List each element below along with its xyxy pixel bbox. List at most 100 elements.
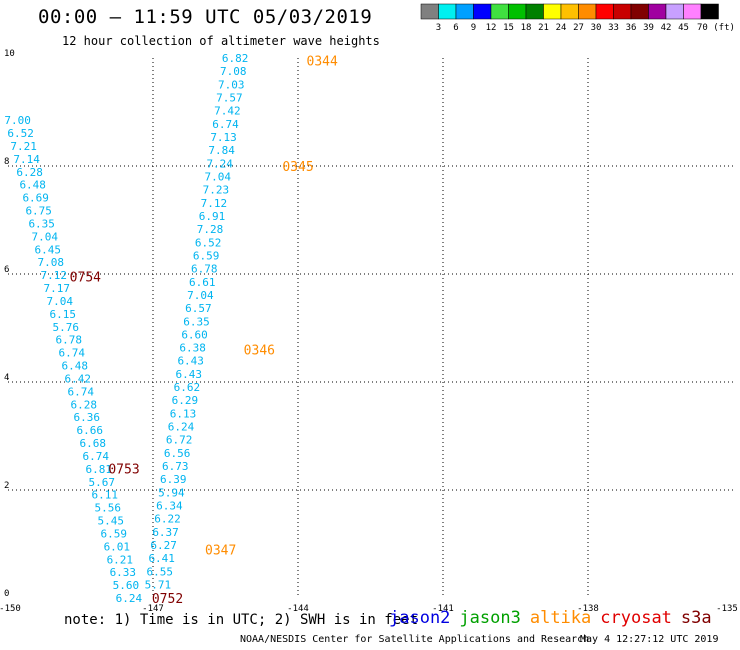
color-scale-label: 30	[591, 23, 602, 33]
y-tick-label: 10	[4, 49, 15, 59]
swh-value-label: 6.29	[172, 394, 199, 407]
color-scale-swatch	[578, 3, 597, 20]
swh-value-label: 7.04	[46, 295, 73, 308]
swh-value-label: 6.73	[162, 460, 189, 473]
swh-value-label: 6.78	[191, 263, 218, 276]
swh-value-label: 6.38	[179, 342, 206, 355]
legend-jason3: jason3	[459, 608, 521, 628]
swh-value-label: 6.52	[7, 127, 34, 140]
generated-timestamp: May 4 12:27:12 UTC 2019	[580, 634, 719, 645]
swh-value-label: 6.24	[168, 421, 195, 434]
color-scale-bar: 3 6 9 12 15 18 21 24 27 30 33 36 39 42 45 70 (ft)	[420, 3, 735, 33]
color-scale-label: 24	[556, 23, 567, 33]
swh-value-label: 6.78	[55, 334, 82, 347]
swh-value-label: 6.57	[185, 302, 212, 315]
swh-value-label: 5.67	[89, 476, 116, 489]
swh-value-label: 6.41	[148, 552, 175, 565]
swh-value-label: 6.33	[110, 566, 137, 579]
color-scale-swatch	[490, 3, 509, 20]
swh-value-label: 6.13	[170, 407, 197, 420]
color-scale-swatch	[420, 3, 439, 20]
swh-value-label: 6.22	[154, 513, 181, 526]
swh-value-label: 6.60	[181, 328, 208, 341]
swh-value-label: 6.28	[71, 398, 98, 411]
swh-value-label: 6.61	[189, 276, 216, 289]
swh-value-label: 7.13	[210, 131, 237, 144]
satellite-legend: jason2 jason3 altika cryosat s3a	[389, 608, 721, 628]
time-label: 0346	[244, 344, 275, 359]
swh-value-label: 6.56	[164, 447, 191, 460]
swh-value-label: 6.74	[68, 385, 95, 398]
swh-value-label: 5.45	[98, 515, 125, 528]
x-tick-label: -135	[716, 604, 738, 614]
color-scale-label: 70 (ft)	[697, 23, 735, 33]
color-scale-swatch	[560, 3, 579, 20]
y-tick-label: 0	[4, 589, 9, 599]
color-scale-swatch	[543, 3, 562, 20]
swh-value-label: 6.45	[34, 243, 61, 256]
color-scale-label: 21	[538, 23, 549, 33]
swh-value-label: 7.00	[4, 114, 31, 127]
legend-cryosat: cryosat	[600, 608, 672, 628]
swh-value-label: 6.48	[62, 360, 89, 373]
swh-value-label: 5.56	[95, 502, 122, 515]
y-tick-label: 4	[4, 373, 9, 383]
credit-text: NOAA/NESDIS Center for Satellite Applica…	[240, 634, 590, 645]
time-label: 0344	[307, 55, 338, 70]
color-scale-label: 27	[573, 23, 584, 33]
units-note: note: 1) Time is in UTC; 2) SWH is in fe…	[64, 612, 419, 628]
color-scale-swatch	[438, 3, 457, 20]
swh-value-label: 6.48	[19, 179, 46, 192]
swh-value-label: 6.82	[222, 52, 249, 65]
color-scale-swatch	[700, 3, 719, 20]
chart-subtitle: 12 hour collection of altimeter wave hei…	[62, 34, 380, 48]
color-scale-swatch	[648, 3, 667, 20]
color-scale-label: 33	[608, 23, 619, 33]
color-scale-label: 42	[661, 23, 672, 33]
swh-value-label: 7.04	[205, 170, 232, 183]
swh-value-label: 7.04	[187, 289, 214, 302]
swh-value-label: 5.94	[158, 486, 185, 499]
swh-value-label: 6.66	[77, 424, 104, 437]
swh-value-label: 6.21	[107, 553, 134, 566]
legend-altika: altika	[529, 608, 592, 628]
x-tick-label: -147	[142, 604, 164, 614]
color-scale-swatch	[613, 3, 632, 20]
swh-value-label: 6.75	[25, 205, 52, 218]
color-scale-label: 18	[521, 23, 532, 33]
swh-value-label: 7.84	[208, 144, 235, 157]
color-scale-label: 15	[503, 23, 514, 33]
color-scale-label: 9	[471, 23, 476, 33]
swh-value-label: 6.24	[116, 592, 143, 605]
swh-value-label: 6.69	[22, 192, 49, 205]
color-scale-swatch	[665, 3, 684, 20]
swh-value-label: 7.28	[197, 223, 224, 236]
swh-value-label: 7.21	[10, 140, 37, 153]
color-scale-label: 12	[486, 23, 497, 33]
color-scale-swatch	[525, 3, 544, 20]
swh-value-label: 7.12	[40, 269, 67, 282]
swh-value-label: 6.35	[183, 315, 210, 328]
swh-value-label: 6.81	[86, 463, 113, 476]
legend-s3a: s3a	[680, 608, 712, 628]
swh-value-label: 6.68	[80, 437, 107, 450]
swh-value-label: 6.91	[199, 210, 226, 223]
x-tick-label: -141	[432, 604, 454, 614]
color-scale-label: 3	[436, 23, 441, 33]
axes: -150 -147 -144 -141 -138 -135 0 2 4 6 8 10	[0, 49, 738, 614]
swh-value-label: 6.15	[49, 308, 76, 321]
swh-value-label: 7.12	[201, 197, 228, 210]
swh-value-label: 6.28	[16, 166, 43, 179]
swh-value-label: 7.42	[214, 105, 241, 118]
swh-value-label: 7.04	[31, 230, 58, 243]
time-label: 0345	[282, 160, 313, 175]
y-tick-label: 2	[4, 481, 9, 491]
time-label: 0754	[70, 271, 101, 286]
swh-value-label: 6.42	[65, 372, 92, 385]
color-scale-label: 6	[453, 23, 458, 33]
color-scale-label: 45	[678, 23, 689, 33]
y-tick-label: 8	[4, 157, 9, 167]
swh-value-label: 7.03	[218, 78, 245, 91]
swh-value-label: 6.43	[177, 355, 204, 368]
